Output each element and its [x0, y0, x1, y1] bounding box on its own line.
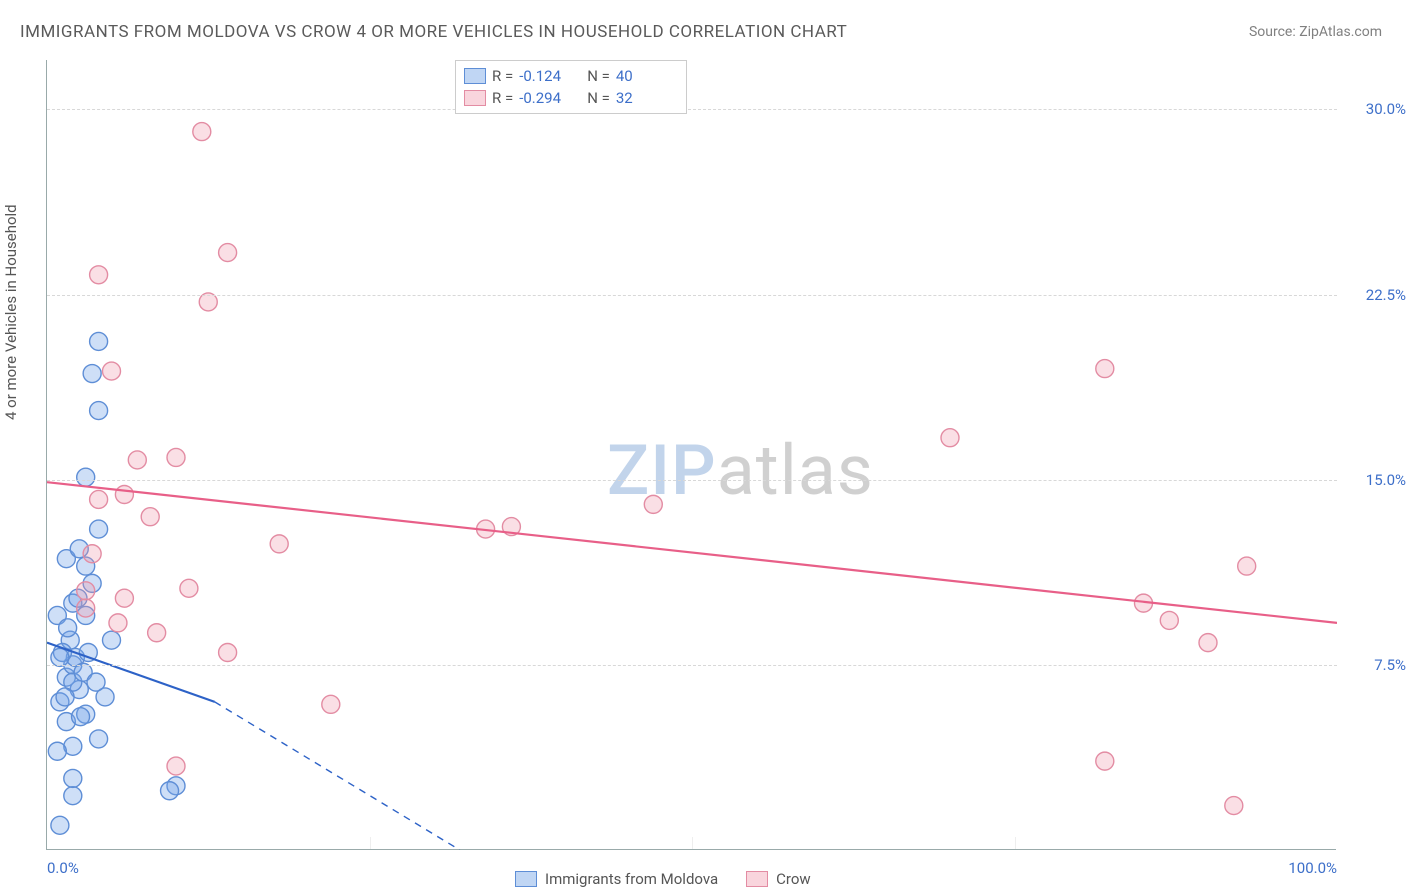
- legend-swatch: [746, 871, 768, 887]
- gridline-h: [47, 480, 1337, 481]
- legend-swatch: [464, 90, 486, 106]
- gridline-v: [692, 837, 693, 849]
- data-point-moldova: [90, 730, 108, 748]
- legend-r-value: -0.124: [519, 67, 581, 85]
- data-point-moldova: [64, 787, 82, 805]
- gridline-h: [47, 109, 1337, 110]
- legend-n-value: 32: [616, 89, 678, 107]
- data-point-moldova: [161, 782, 179, 800]
- data-point-moldova: [51, 816, 69, 834]
- y-tick-label: 7.5%: [1346, 656, 1406, 674]
- chart-title: IMMIGRANTS FROM MOLDOVA VS CROW 4 OR MOR…: [20, 22, 847, 42]
- y-axis-label: 4 or more Vehicles in Household: [2, 204, 20, 420]
- data-point-crow: [167, 448, 185, 466]
- data-point-moldova: [59, 619, 77, 637]
- correlation-legend: R = -0.124 N = 40 R = -0.294 N = 32: [455, 60, 687, 114]
- data-point-crow: [103, 362, 121, 380]
- data-point-moldova: [48, 742, 66, 760]
- data-point-moldova: [64, 769, 82, 787]
- data-point-moldova: [90, 520, 108, 538]
- legend-series-label: Crow: [776, 870, 811, 888]
- legend-stat-row: R = -0.294 N = 32: [464, 87, 678, 109]
- data-point-crow: [141, 508, 159, 526]
- data-point-moldova: [90, 402, 108, 420]
- data-point-crow: [1160, 611, 1178, 629]
- data-point-moldova: [87, 673, 105, 691]
- legend-n-value: 40: [616, 67, 678, 85]
- data-point-crow: [1238, 557, 1256, 575]
- data-point-moldova: [51, 648, 69, 666]
- y-tick-label: 22.5%: [1346, 286, 1406, 304]
- data-point-crow: [109, 614, 127, 632]
- legend-series-item: Immigrants from Moldova: [515, 870, 718, 888]
- legend-series-label: Immigrants from Moldova: [545, 870, 718, 888]
- data-point-moldova: [83, 365, 101, 383]
- legend-r-value: -0.294: [519, 89, 581, 107]
- chart-plot-area: ZIPatlas 7.5%15.0%22.5%30.0%0.0%100.0%: [46, 60, 1336, 850]
- x-tick-label: 0.0%: [47, 859, 79, 877]
- y-tick-label: 15.0%: [1346, 471, 1406, 489]
- legend-r-label: R =: [492, 89, 513, 107]
- data-point-crow: [148, 624, 166, 642]
- data-point-crow: [167, 757, 185, 775]
- legend-n-label: N =: [587, 67, 610, 85]
- legend-stat-row: R = -0.124 N = 40: [464, 65, 678, 87]
- gridline-h: [47, 665, 1337, 666]
- data-point-crow: [1096, 360, 1114, 378]
- trendline-dashed-moldova: [215, 702, 460, 850]
- data-point-moldova: [90, 332, 108, 350]
- source-attribution: Source: ZipAtlas.com: [1249, 24, 1382, 40]
- data-point-crow: [90, 490, 108, 508]
- trendline-crow: [47, 482, 1337, 623]
- data-point-crow: [1199, 634, 1217, 652]
- data-point-crow: [270, 535, 288, 553]
- data-point-crow: [115, 486, 133, 504]
- gridline-v: [370, 837, 371, 849]
- data-point-crow: [644, 495, 662, 513]
- data-point-crow: [941, 429, 959, 447]
- data-point-crow: [77, 599, 95, 617]
- data-point-crow: [1096, 752, 1114, 770]
- y-tick-label: 30.0%: [1346, 100, 1406, 118]
- data-point-moldova: [77, 468, 95, 486]
- legend-swatch: [464, 68, 486, 84]
- data-point-crow: [180, 579, 198, 597]
- gridline-v: [1015, 837, 1016, 849]
- data-point-crow: [77, 582, 95, 600]
- series-legend: Immigrants from Moldova Crow: [515, 870, 811, 888]
- legend-swatch: [515, 871, 537, 887]
- data-point-crow: [322, 695, 340, 713]
- x-tick-label: 100.0%: [1288, 859, 1337, 877]
- data-point-crow: [90, 266, 108, 284]
- data-point-crow: [1225, 797, 1243, 815]
- data-point-crow: [193, 123, 211, 141]
- data-point-crow: [115, 589, 133, 607]
- scatter-svg: [47, 60, 1337, 850]
- legend-series-item: Crow: [746, 870, 811, 888]
- data-point-crow: [83, 545, 101, 563]
- data-point-crow: [199, 293, 217, 311]
- gridline-h: [47, 295, 1337, 296]
- data-point-moldova: [56, 688, 74, 706]
- data-point-moldova: [103, 631, 121, 649]
- legend-n-label: N =: [587, 89, 610, 107]
- data-point-crow: [128, 451, 146, 469]
- data-point-crow: [219, 244, 237, 262]
- data-point-moldova: [72, 708, 90, 726]
- legend-r-label: R =: [492, 67, 513, 85]
- data-point-crow: [219, 644, 237, 662]
